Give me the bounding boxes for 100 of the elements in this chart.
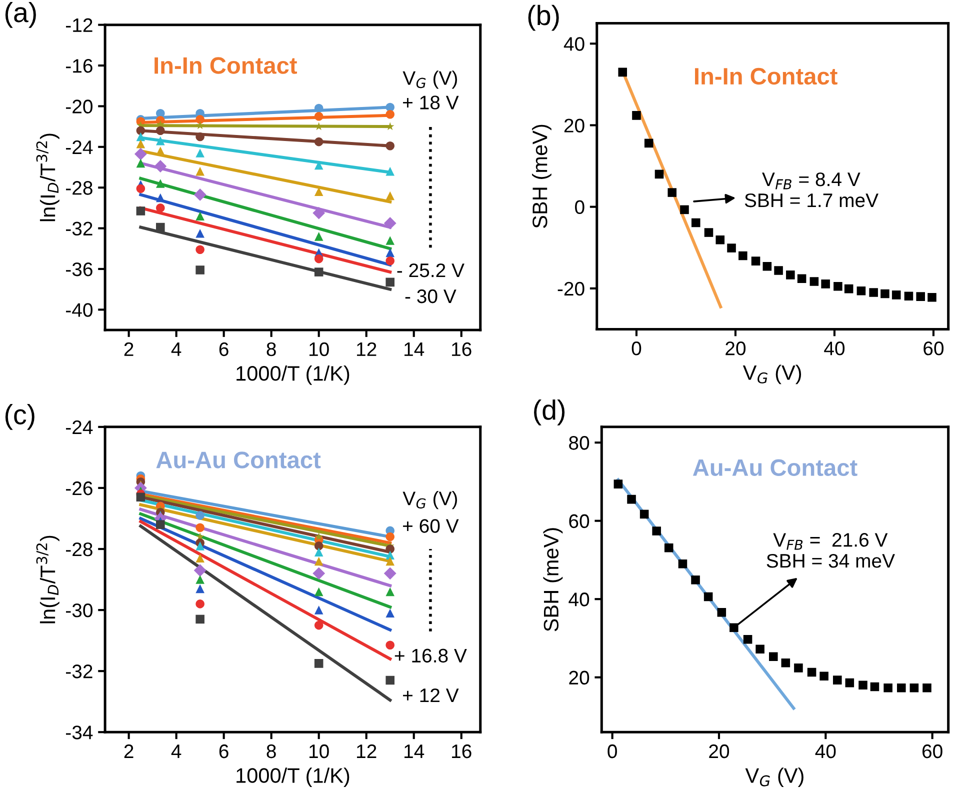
y-tick-label: -24 [66, 140, 93, 154]
point [196, 212, 204, 220]
x-tick-label: 4 [171, 342, 182, 356]
y-tick-label: -36 [66, 262, 92, 276]
point [196, 542, 204, 550]
point [896, 684, 906, 692]
annotation: In-In Contact [695, 68, 838, 85]
annotation: - 30 V [405, 289, 456, 304]
point [196, 228, 204, 238]
y-tick-label: -32 [66, 222, 92, 236]
point [386, 676, 394, 685]
point [386, 532, 394, 542]
point [680, 205, 689, 214]
x-axis-title: 1000/T (1/K) [236, 366, 350, 385]
point [821, 280, 830, 288]
y-axis-title: SBH (meV) [543, 528, 563, 632]
x-tick-label: 12 [357, 342, 376, 356]
point [678, 559, 688, 568]
point [314, 556, 324, 566]
x-tick-label: 6 [219, 342, 228, 356]
point [386, 141, 394, 150]
point [386, 544, 394, 554]
point [314, 606, 324, 614]
point [618, 68, 628, 77]
y-axis-title: ln(I$_{D}$/T$^{3/2}$) [36, 134, 60, 222]
point [654, 170, 664, 179]
point [386, 640, 394, 650]
x-tick-label: 40 [824, 342, 845, 356]
annotation: V$_{G}$ (V) [402, 491, 457, 510]
point [196, 600, 204, 608]
point [314, 112, 324, 121]
y-tick-label: -32 [66, 664, 92, 678]
y-tick-label: -26 [66, 481, 92, 496]
x-tick-label: 12 [357, 744, 376, 758]
annotation: V$_{G}$ (V) [402, 70, 457, 89]
point [136, 132, 146, 142]
point [910, 684, 919, 692]
x-tick-label: 40 [815, 744, 836, 758]
x-tick-label: 20 [726, 342, 746, 356]
x-tick-label: 2 [124, 744, 134, 758]
point [314, 254, 324, 264]
point [384, 216, 396, 230]
point [136, 184, 146, 194]
x-tick-label: 4 [171, 744, 182, 758]
point [136, 158, 146, 168]
point [614, 480, 623, 488]
point [384, 567, 396, 580]
point [196, 121, 204, 130]
point [820, 672, 828, 681]
point [904, 292, 914, 301]
annotation: + 12 V [403, 688, 459, 702]
x-tick-label: 6 [219, 744, 228, 758]
point [136, 492, 146, 502]
y-tick-label: -28 [66, 181, 92, 195]
x-tick-label: 10 [310, 744, 329, 758]
x-tick-label: 10 [310, 342, 329, 356]
point [768, 652, 778, 661]
point [314, 532, 324, 540]
point [727, 244, 736, 252]
point [922, 684, 932, 692]
point [194, 564, 206, 577]
point [196, 148, 204, 158]
point [743, 634, 752, 644]
point [312, 567, 326, 580]
point [314, 232, 324, 241]
y-tick-label: -24 [66, 420, 93, 434]
y-tick-label: -16 [66, 58, 92, 73]
point [781, 658, 790, 668]
x-tick-label: 60 [922, 744, 942, 758]
point [196, 614, 204, 624]
y-tick-label: 60 [569, 514, 590, 528]
x-tick-label: 60 [924, 342, 944, 356]
point [810, 277, 819, 286]
point [156, 204, 165, 212]
point [196, 554, 204, 563]
point [136, 126, 146, 136]
x-tick-label: 0 [632, 342, 642, 356]
text: (a) [5, 2, 36, 28]
point [314, 137, 324, 146]
y-axis-title: ln(I$_{D}$/T$^{3/2}$) [36, 536, 60, 624]
point [196, 266, 204, 274]
y-tick-label: -20 [558, 282, 584, 296]
y-tick-label: 20 [564, 118, 584, 132]
point [786, 270, 795, 280]
point [154, 160, 167, 172]
text: (b) [528, 4, 559, 31]
x-tick-label: 0 [608, 744, 617, 758]
point [756, 644, 764, 654]
y-axis-title: SBH (meV) [532, 124, 552, 228]
y-tick-label: 40 [568, 592, 590, 606]
point [386, 608, 394, 618]
point [156, 179, 165, 188]
annotation: Au-Au Contact [156, 452, 321, 468]
point [807, 668, 816, 677]
point [314, 160, 324, 170]
point [156, 126, 165, 136]
point [386, 166, 394, 176]
point [196, 575, 204, 584]
y-tick-label: -34 [66, 726, 93, 740]
y-tick-label: 40 [564, 37, 584, 51]
